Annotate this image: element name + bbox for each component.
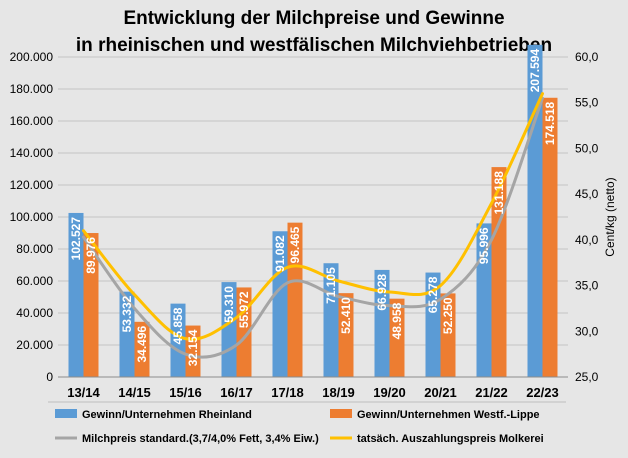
bar-data-label: 48.958 bbox=[390, 302, 404, 339]
y-right-tick-label: 45,0 bbox=[575, 187, 599, 201]
bar bbox=[236, 287, 252, 377]
bar-data-label: 52.250 bbox=[441, 297, 455, 334]
legend-label: Milchpreis standard.(3,7/4,0% Fett, 3,4%… bbox=[82, 433, 319, 445]
legend-label: tatsäch. Auszahlungspreis Molkerei bbox=[357, 433, 544, 445]
bar-data-label: 89.976 bbox=[84, 237, 98, 274]
bar bbox=[527, 44, 543, 377]
bar-data-label: 55.972 bbox=[237, 291, 251, 328]
data-labels: 102.527 53.332 45.858 59.310 91.082 71.105 66.… bbox=[69, 49, 557, 367]
x-tick-label: 20/21 bbox=[424, 385, 457, 400]
x-tick-label: 14/15 bbox=[118, 385, 151, 400]
gridlines bbox=[58, 56, 568, 378]
legend-swatch bbox=[55, 409, 77, 418]
bar bbox=[338, 293, 354, 377]
bar bbox=[119, 291, 135, 377]
y-left-tick-label: 60.000 bbox=[16, 274, 53, 288]
bar-data-label: 174.518 bbox=[543, 101, 557, 145]
x-tick-label: 21/22 bbox=[475, 385, 508, 400]
series-line bbox=[82, 96, 544, 359]
y-right-tick-label: 60,0 bbox=[575, 50, 599, 64]
y-left-tick-label: 160.000 bbox=[10, 114, 54, 128]
legend-label: Gewinn/Unternehmen Westf.-Lippe bbox=[357, 409, 540, 421]
y-left-tick-label: 80.000 bbox=[16, 242, 53, 256]
bar-data-label: 65.278 bbox=[426, 276, 440, 313]
bar bbox=[425, 272, 441, 377]
y-left-tick-label: 40.000 bbox=[16, 306, 53, 320]
bar-data-label: 96.465 bbox=[288, 226, 302, 263]
x-tick-label: 18/19 bbox=[322, 385, 355, 400]
y-left-tick-label: 180.000 bbox=[10, 82, 54, 96]
x-tick-label: 22/23 bbox=[526, 385, 559, 400]
y-left-tick-label: 200.000 bbox=[10, 50, 54, 64]
bar-data-label: 53.332 bbox=[120, 295, 134, 332]
y-left-tick-label: 20.000 bbox=[16, 338, 53, 352]
y-left-tick-label: 0 bbox=[46, 370, 53, 384]
bar-data-label: 91.082 bbox=[273, 235, 287, 272]
bar-data-label: 71.105 bbox=[324, 267, 338, 304]
chart-title-line-2: in rheinischen und westfälischen Milchvi… bbox=[76, 35, 552, 56]
x-tick-label: 17/18 bbox=[271, 385, 304, 400]
bar-data-label: 32.154 bbox=[186, 329, 200, 366]
legend-swatch bbox=[330, 409, 352, 418]
bar bbox=[170, 303, 186, 377]
bar bbox=[68, 212, 84, 377]
right-axis-title: Cent/kg (netto) bbox=[603, 177, 617, 256]
bar-data-label: 95.996 bbox=[477, 227, 491, 264]
bar bbox=[83, 233, 99, 377]
y-left-tick-label: 140.000 bbox=[10, 146, 54, 160]
y-right-tick-label: 30,0 bbox=[575, 324, 599, 338]
legend-label: Gewinn/Unternehmen Rheinland bbox=[82, 409, 252, 421]
bar bbox=[542, 97, 558, 377]
x-tick-label: 16/17 bbox=[220, 385, 253, 400]
bar-data-label: 66.928 bbox=[375, 274, 389, 311]
legend: Gewinn/Unternehmen Rheinland Gewinn/Unter… bbox=[55, 409, 544, 445]
y-right-tick-label: 50,0 bbox=[575, 141, 599, 155]
axes: 0 20.000 40.000 60.000 80.000 100.000 120.000 1… bbox=[10, 50, 599, 400]
bar bbox=[491, 167, 507, 377]
bar bbox=[134, 321, 150, 377]
y-right-tick-label: 25,0 bbox=[575, 370, 599, 384]
bar-data-label: 34.496 bbox=[135, 325, 149, 362]
y-left-tick-label: 120.000 bbox=[10, 178, 54, 192]
bar-data-label: 207.594 bbox=[528, 49, 542, 93]
series-line bbox=[82, 92, 544, 341]
bar-data-label: 45.858 bbox=[171, 307, 185, 344]
chart-title-line-1: Entwicklung der Milchpreise und Gewinne bbox=[123, 8, 504, 29]
y-right-tick-label: 55,0 bbox=[575, 96, 599, 110]
bar bbox=[221, 282, 237, 377]
y-right-tick-label: 40,0 bbox=[575, 233, 599, 247]
bar-data-label: 131.188 bbox=[492, 171, 506, 215]
y-left-tick-label: 100.000 bbox=[10, 210, 54, 224]
bar bbox=[440, 293, 456, 377]
x-tick-label: 15/16 bbox=[169, 385, 202, 400]
x-tick-label: 19/20 bbox=[373, 385, 406, 400]
x-tick-label: 13/14 bbox=[67, 385, 100, 400]
bar bbox=[374, 269, 390, 377]
bar bbox=[389, 298, 405, 377]
bar bbox=[287, 222, 303, 377]
lines bbox=[82, 92, 544, 359]
bar-data-label: 52.410 bbox=[339, 297, 353, 334]
bar-data-label: 59.310 bbox=[222, 286, 236, 323]
bar-data-label: 102.527 bbox=[69, 217, 83, 261]
y-right-tick-label: 35,0 bbox=[575, 279, 599, 293]
